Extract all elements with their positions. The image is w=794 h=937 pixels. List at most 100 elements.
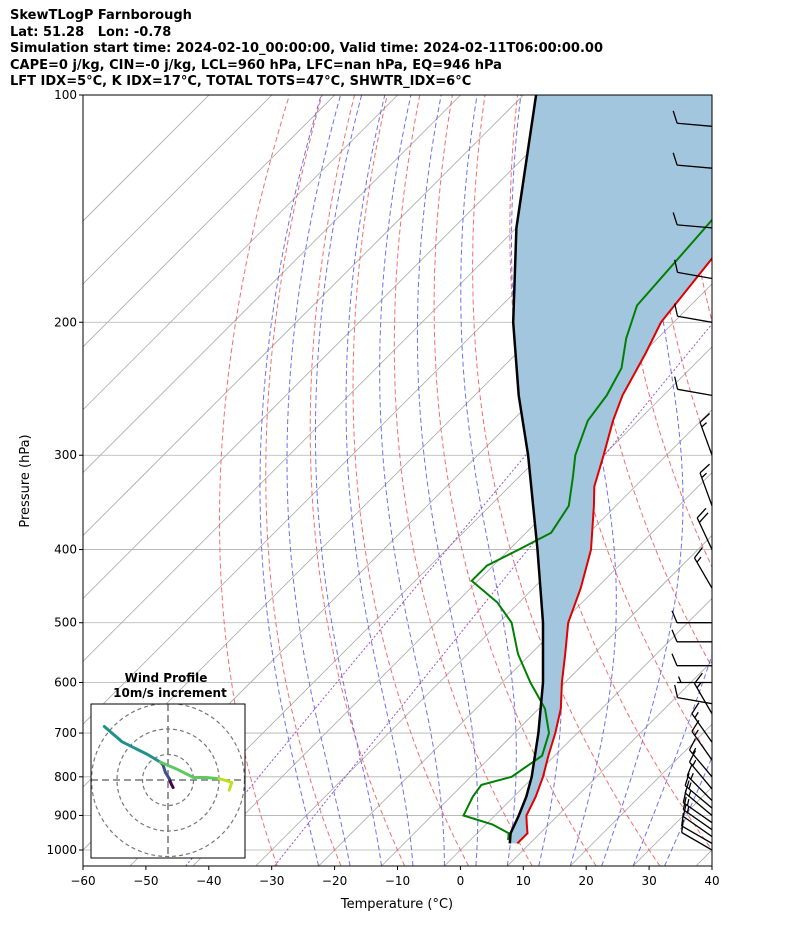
- y-tick-label: 500: [54, 616, 77, 630]
- moist-adiabat-line: [345, 95, 414, 866]
- wind-barb: [674, 303, 712, 323]
- isotherm-line: [759, 60, 794, 866]
- x-tick-label: 20: [579, 874, 594, 888]
- temperature-line: [516, 256, 712, 845]
- x-tick-label: 40: [704, 874, 719, 888]
- wind-barb: [672, 152, 712, 169]
- parcel-line: [508, 95, 545, 844]
- x-tick-label: −50: [133, 874, 158, 888]
- wind-barb: [672, 110, 712, 127]
- cape-area: [509, 95, 712, 844]
- wind-barb: [688, 738, 712, 778]
- y-tick-label: 400: [54, 543, 77, 557]
- mixing-ratio-line: [185, 233, 712, 866]
- hodograph-subtitle: 10m/s increment: [113, 686, 227, 700]
- isotherm-line: [83, 95, 525, 537]
- stability-indices-2: LFT IDX=5°C, K IDX=17°C, TOTAL TOTS=47°C…: [10, 74, 472, 90]
- dry-adiabat-line: [352, 95, 469, 866]
- isotherm-line: [255, 409, 712, 866]
- stability-indices-1: CAPE=0 j/kg, CIN=-0 j/kg, LCL=960 hPa, L…: [10, 57, 502, 73]
- dry-adiabat-line: [509, 95, 712, 851]
- wind-barb: [672, 212, 712, 229]
- isotherm-line: [83, 95, 399, 411]
- mixing-ratio-line: [274, 323, 712, 866]
- y-tick-label: 600: [54, 676, 77, 690]
- dry-adiabat-line: [433, 95, 597, 866]
- y-tick-label: 1000: [46, 843, 77, 857]
- hodograph-trace: [102, 725, 162, 764]
- simulation-times: Simulation start time: 2024-02-10_00:00:…: [10, 41, 603, 57]
- dry-adiabat-line: [746, 95, 794, 866]
- x-tick-label: −60: [70, 874, 95, 888]
- isotherm-line: [83, 95, 210, 222]
- isotherm-line: [381, 534, 712, 866]
- x-axis-label: Temperature (°C): [340, 897, 453, 912]
- moist-adiabat-line: [315, 95, 382, 866]
- wind-barb: [688, 750, 712, 790]
- y-tick-label: 900: [54, 808, 77, 822]
- moist-adiabat-line: [601, 95, 684, 866]
- dry-adiabat-line: [778, 95, 794, 866]
- y-tick-label: 700: [54, 726, 77, 740]
- hodograph-trace: [167, 777, 175, 790]
- dry-adiabat-line: [393, 95, 533, 866]
- moist-adiabat-line: [259, 95, 322, 866]
- y-tick-label: 800: [54, 770, 77, 784]
- y-tick-label: 100: [54, 88, 77, 102]
- hodograph-frame: [90, 703, 246, 859]
- wind-barb: [674, 259, 712, 280]
- x-tick-label: 10: [516, 874, 531, 888]
- hodograph-trace: [158, 760, 221, 781]
- moist-adiabat-line: [286, 95, 351, 866]
- plot-area: [83, 60, 794, 866]
- hodograph: Wind Profile 10m/s increment: [90, 671, 246, 859]
- x-tick-label: −30: [259, 874, 284, 888]
- hodograph-trace: [217, 777, 234, 792]
- isotherm-line: [318, 472, 712, 866]
- wind-barb: [691, 702, 712, 743]
- wind-barb: [674, 376, 712, 397]
- wind-barb: [696, 507, 712, 550]
- wind-barb: [671, 610, 712, 624]
- isotherm-line: [83, 95, 587, 599]
- x-tick-label: −10: [385, 874, 410, 888]
- moist-adiabat-line: [632, 653, 712, 866]
- wind-barb: [699, 463, 712, 507]
- dry-adiabat-line: [265, 95, 342, 866]
- y-tick-label: 200: [54, 315, 77, 329]
- station-title: SkewTLogP Farnborough: [10, 8, 192, 23]
- x-tick-label: 0: [457, 874, 465, 888]
- wind-barbs: [671, 110, 712, 851]
- wind-barb: [699, 413, 712, 456]
- wind-barb: [671, 629, 712, 643]
- wind-barb: [693, 547, 712, 589]
- wind-barb: [686, 763, 712, 801]
- header-text: SkewTLogP Farnborough Lat: 51.28 Lon: -0…: [10, 8, 603, 91]
- wind-barb: [684, 773, 712, 809]
- wind-barb: [674, 684, 712, 705]
- wind-barb: [693, 672, 712, 715]
- y-axis-label: Pressure (hPa): [18, 434, 33, 527]
- isotherm-line: [83, 95, 273, 285]
- moist-adiabat-line: [460, 95, 517, 866]
- x-tick-label: −20: [322, 874, 347, 888]
- hodograph-area: [91, 704, 245, 858]
- isotherm-line: [444, 597, 712, 866]
- wind-barb: [671, 653, 712, 667]
- isotherm-line: [83, 95, 336, 348]
- x-tick-label: 30: [641, 874, 656, 888]
- dry-adiabat-line: [713, 95, 794, 866]
- y-tick-label: 300: [54, 448, 77, 462]
- isotherm-line: [507, 660, 712, 866]
- hodograph-title: Wind Profile: [125, 671, 208, 685]
- dry-adiabat-line: [218, 95, 290, 866]
- wind-barb: [677, 676, 712, 684]
- station-coordinates: Lat: 51.28 Lon: -0.78: [10, 24, 172, 40]
- moist-adiabat-line: [416, 95, 479, 866]
- dry-adiabat-line: [472, 95, 661, 866]
- axes: −60 −50 −40 −30 −20 −10 0 10 20 30 40 1000 900 800 700…: [46, 88, 719, 888]
- dewpoint-line: [462, 218, 712, 841]
- x-tick-label: −40: [196, 874, 221, 888]
- isotherm-line: [83, 95, 462, 474]
